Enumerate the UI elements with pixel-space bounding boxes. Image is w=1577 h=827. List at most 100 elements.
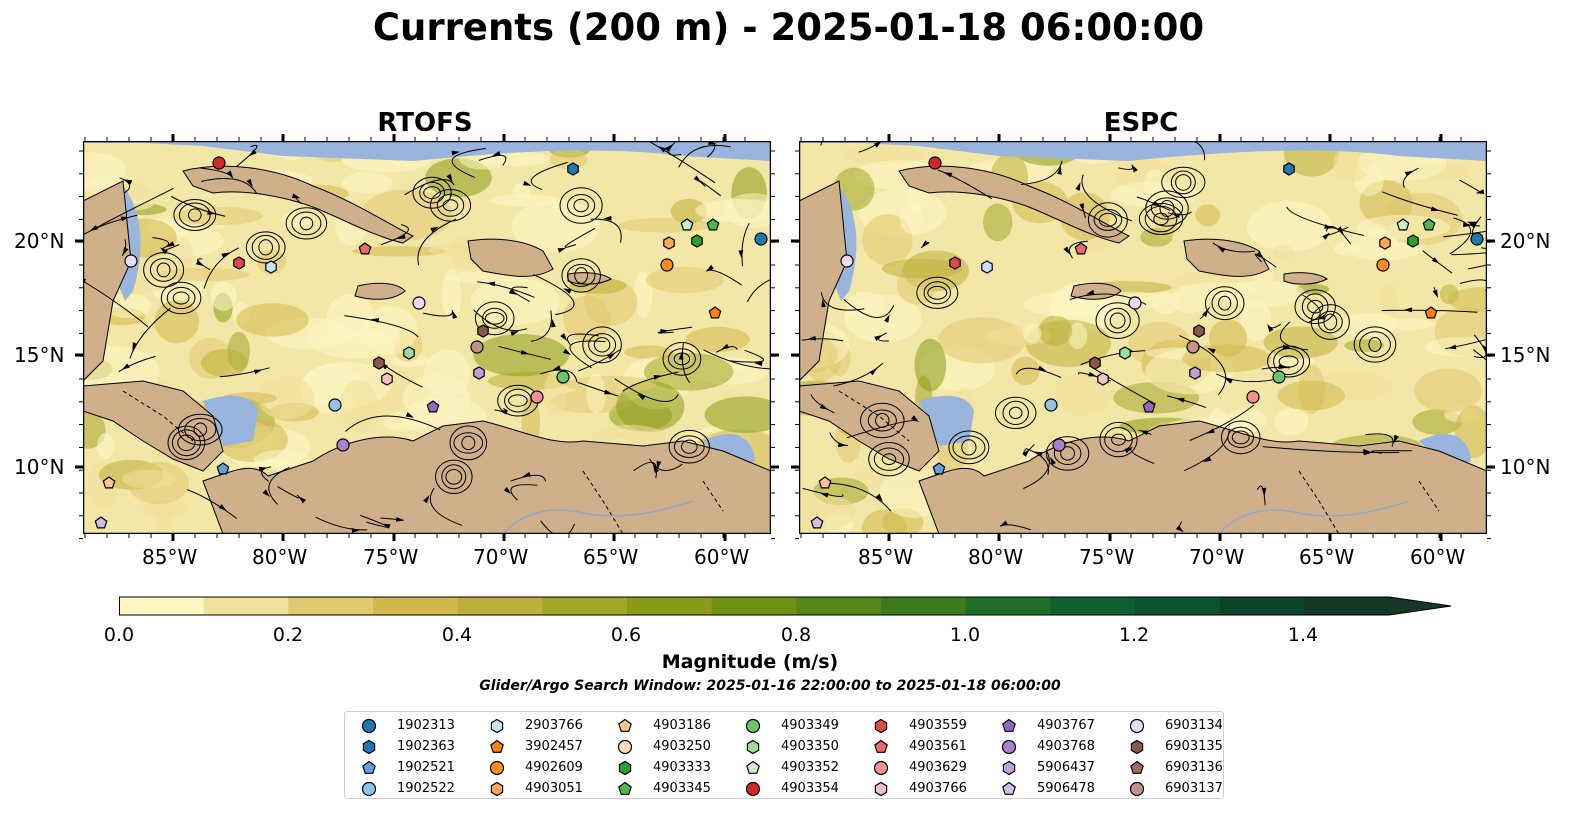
eddy-contour [412, 176, 452, 209]
streamline [1192, 141, 1206, 161]
eddy-contour [1008, 406, 1023, 419]
legend-label: 4903561 [909, 739, 967, 754]
hexagon-marker-icon [490, 718, 504, 734]
streamline-arrow [430, 226, 439, 233]
legend-marker [746, 739, 760, 755]
float-marker [1396, 218, 1410, 231]
eddy-contour [1231, 430, 1250, 445]
eddy-contour [177, 434, 196, 452]
streamline-arrow [123, 179, 133, 185]
colorbar-tick: 1.0 [949, 624, 981, 646]
streamline [801, 338, 844, 342]
espc-map[interactable] [799, 141, 1489, 534]
eddy-contour [504, 388, 532, 413]
rtofs-map[interactable] [83, 141, 773, 534]
legend-marker [874, 739, 888, 753]
eddy-contour [449, 425, 488, 461]
streamline-arrow [1131, 164, 1138, 173]
streamline-arrow [120, 216, 130, 222]
streamline-arrow [1224, 377, 1233, 384]
land [182, 165, 414, 244]
eddy-contour [1002, 400, 1029, 425]
float-marker [1186, 340, 1200, 354]
streamline-arrow [382, 523, 391, 529]
eddy-contour [1218, 295, 1232, 311]
eddy-contour [948, 430, 990, 465]
float-marker [840, 254, 854, 268]
speed-patch [512, 183, 531, 199]
eddy-contour [435, 459, 473, 494]
streamline [1020, 160, 1063, 185]
speed-patch [670, 198, 707, 224]
streamline [703, 349, 771, 370]
legend-label: 3902457 [525, 739, 583, 754]
streamline [277, 486, 301, 499]
eddy-contour [1307, 299, 1324, 314]
streamline [843, 299, 895, 319]
float-marker [336, 438, 350, 452]
legend-label: 5906478 [1037, 781, 1095, 796]
legend-marker [1002, 760, 1016, 776]
streamline [681, 343, 691, 384]
eddy-contour [1310, 304, 1350, 340]
streamline-arrow [132, 342, 138, 351]
eddy-contour [419, 181, 446, 204]
colorbar-segment [373, 597, 459, 615]
speed-patch [685, 326, 750, 352]
pentagon-marker-icon [1130, 760, 1144, 774]
eddy-contour [167, 425, 206, 460]
pentagon-marker-icon [362, 760, 376, 774]
speed-patch [210, 281, 237, 311]
eddy-contour [436, 193, 465, 217]
streamline-arrow [397, 233, 406, 239]
streamline [715, 346, 738, 353]
country-border [122, 390, 724, 534]
streamline [1382, 191, 1458, 216]
streamline-arrow [652, 464, 659, 473]
eddy-contour [171, 429, 201, 457]
colorbar-segment [203, 597, 289, 615]
colorbar-tick: 1.2 [1118, 624, 1150, 646]
float-marker [1189, 366, 1201, 380]
streamline [118, 355, 156, 373]
speed-patch [1333, 145, 1371, 183]
streamline-arrow [720, 343, 730, 350]
legend-item: 4903352 [737, 757, 862, 778]
streamline [1262, 446, 1400, 454]
streamline [828, 482, 892, 512]
streamline-arrow [1447, 344, 1457, 350]
streamline-arrow [508, 289, 518, 295]
float-marker [102, 476, 116, 489]
streamline-arrow [486, 281, 496, 287]
float-marker [1376, 258, 1390, 272]
legend-label: 1902313 [397, 718, 455, 733]
colorbar-tick: 1.4 [1287, 624, 1319, 646]
streamline-arrow [911, 415, 919, 423]
legend-item: 4902609 [481, 757, 606, 778]
shallow-water [799, 141, 1487, 161]
streamline [83, 280, 149, 328]
streamline-arrow [248, 149, 257, 157]
circle-marker-icon [1001, 739, 1017, 755]
streamline-arrow [1203, 456, 1212, 463]
legend-label: 1902521 [397, 760, 455, 775]
streamline [820, 292, 865, 311]
land [467, 238, 554, 277]
speed-patch [1246, 201, 1332, 252]
streamline-arrow [603, 215, 612, 221]
streamline-arrow [693, 175, 702, 183]
streamline [657, 326, 693, 334]
legend-item: 4903250 [609, 736, 734, 757]
streamline [1256, 485, 1266, 506]
lon-label-70w-left: 70°W [473, 545, 529, 569]
speed-patch [624, 345, 674, 359]
speed-patch [154, 267, 250, 282]
speed-patch [704, 396, 771, 433]
streamline-arrow [551, 318, 556, 328]
speed-patch [645, 266, 724, 294]
colorbar-extend-arrow [1389, 597, 1451, 615]
lon-label-60w-right: 60°W [1410, 545, 1466, 569]
legend-item: 4903051 [481, 778, 606, 799]
colorbar-segment [1304, 597, 1390, 615]
streamline-arrow [1207, 348, 1216, 354]
